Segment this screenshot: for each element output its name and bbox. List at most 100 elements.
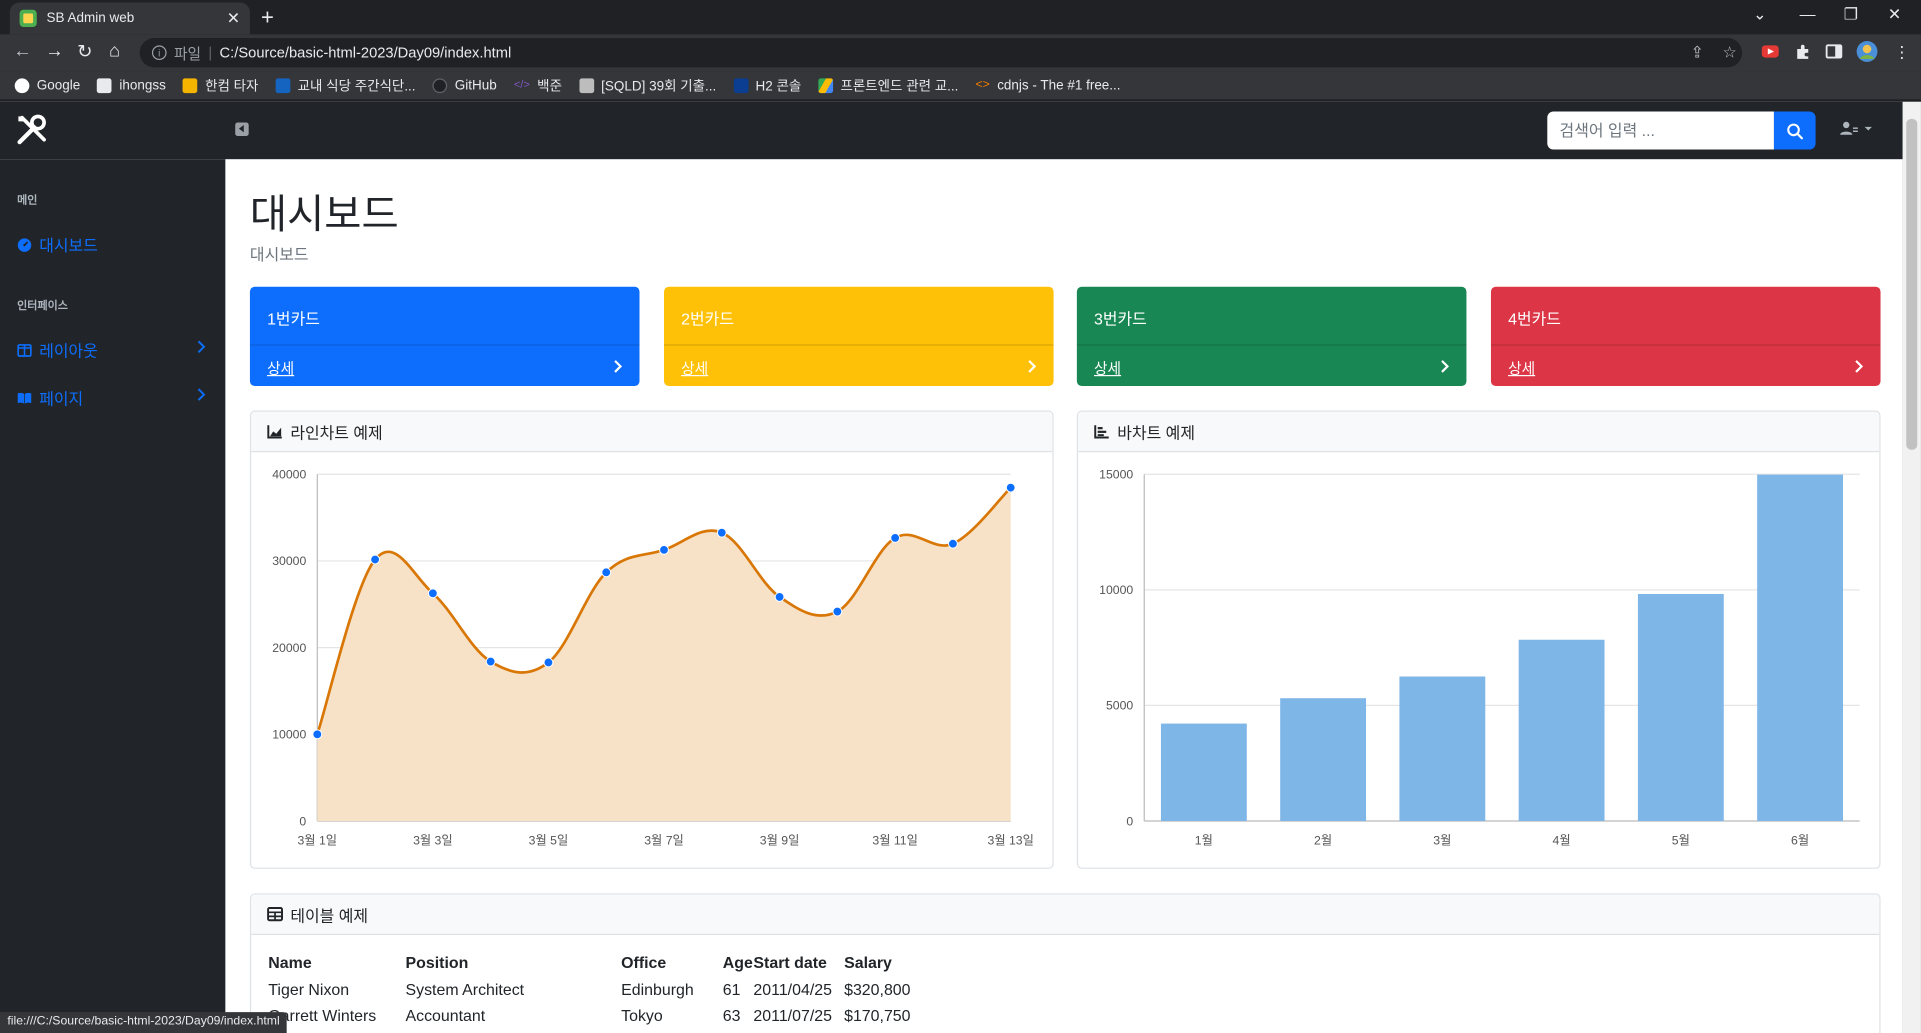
bookmark-star-icon[interactable]: ☆: [1722, 42, 1737, 62]
chevron-right-icon[interactable]: [1439, 359, 1450, 374]
search-input[interactable]: [1547, 111, 1774, 150]
bookmark-google[interactable]: Google: [14, 77, 80, 93]
tools-brand-icon[interactable]: [15, 113, 49, 147]
cell-position: System Architect: [405, 980, 525, 999]
back-icon[interactable]: ←: [13, 40, 32, 62]
bookmark-cafeteria[interactable]: 교내 식당 주간식단...: [275, 75, 416, 95]
sidebar-item-dashboard[interactable]: 대시보드: [17, 233, 211, 256]
card-2: 2번카드 상세: [664, 286, 1054, 387]
page-scrollbar[interactable]: [1902, 101, 1921, 1033]
bar[interactable]: [1399, 676, 1486, 822]
profile-avatar-icon[interactable]: [1856, 40, 1878, 62]
forward-icon[interactable]: →: [45, 40, 64, 62]
sidebar-item-pages[interactable]: 페이지: [17, 386, 211, 409]
data-point[interactable]: [832, 606, 843, 617]
column-header-salary[interactable]: Salary: [844, 953, 892, 972]
column-header-age[interactable]: Age: [722, 953, 753, 972]
card-detail-link[interactable]: 상세: [1508, 360, 1536, 378]
line-chart: 0 10000 20000 30000 40000 3월 1일 3월 3일 3월 5일 3월 …: [272, 468, 1034, 848]
data-point[interactable]: [312, 729, 323, 740]
window-close-icon[interactable]: ✕: [1887, 4, 1902, 24]
card-detail-link[interactable]: 상세: [267, 360, 295, 378]
card-detail-link[interactable]: 상세: [681, 360, 709, 378]
card-footer: 상세: [664, 344, 1054, 386]
data-point[interactable]: [601, 567, 612, 578]
column-header-office[interactable]: Office: [621, 953, 667, 972]
data-point[interactable]: [716, 527, 727, 538]
address-bar[interactable]: i 파일 | C:/Source/basic-html-2023/Day09/i…: [139, 37, 1743, 68]
bar[interactable]: [1637, 593, 1724, 822]
x-tick-label: 1월: [1195, 833, 1213, 847]
caret-down-icon: [1864, 126, 1872, 131]
card-detail-link[interactable]: 상세: [1094, 360, 1122, 378]
share-icon[interactable]: ⇪: [1690, 42, 1704, 62]
site-info-icon[interactable]: i: [151, 45, 167, 61]
tab-close-icon[interactable]: ✕: [226, 8, 241, 27]
data-point[interactable]: [948, 538, 958, 549]
url-text[interactable]: C:/Source/basic-html-2023/Day09/index.ht…: [219, 44, 512, 62]
chevron-right-icon[interactable]: [1027, 359, 1037, 374]
bar[interactable]: [1280, 698, 1367, 822]
sidebar: 메인 대시보드 인터페이스 레이아웃 페이지: [0, 159, 226, 1033]
x-tick-label: 2월: [1314, 833, 1332, 847]
tab-search-icon[interactable]: ⌄: [1753, 4, 1767, 24]
chevron-right-icon[interactable]: [1854, 359, 1864, 374]
bar[interactable]: [1160, 723, 1247, 822]
data-point[interactable]: [485, 656, 496, 667]
browser-menu-icon[interactable]: ⋮: [1894, 42, 1910, 62]
column-header-name[interactable]: Name: [268, 953, 312, 972]
x-tick-label: 3월 1일: [298, 833, 338, 847]
table-icon: [267, 907, 283, 922]
chevron-right-icon[interactable]: [613, 359, 623, 374]
extensions-icon[interactable]: [1794, 43, 1811, 60]
bar[interactable]: [1518, 639, 1605, 822]
bookmark-h2[interactable]: H2 콘솔: [733, 75, 801, 95]
table-header-row: Name Position Office Age Start date Sala…: [268, 953, 930, 978]
scrollbar-thumb[interactable]: [1906, 118, 1918, 450]
browser-tab[interactable]: SB Admin web ✕: [9, 2, 250, 35]
card-1: 1번카드 상세: [249, 286, 640, 387]
data-point[interactable]: [427, 588, 438, 599]
bookmark-sqld[interactable]: [SQLD] 39회 기출...: [579, 75, 716, 95]
data-point[interactable]: [659, 544, 669, 555]
bookmark-cdnjs[interactable]: <> cdnjs - The #1 free...: [975, 77, 1121, 93]
side-panel-icon[interactable]: [1825, 43, 1843, 60]
sidebar-heading-main: 메인: [17, 193, 38, 206]
column-header-start-date[interactable]: Start date: [753, 953, 827, 972]
data-point[interactable]: [370, 554, 380, 565]
bookmark-ihongss[interactable]: ihongss: [97, 77, 166, 93]
data-point[interactable]: [774, 592, 785, 602]
x-tick-label: 6월: [1791, 833, 1809, 847]
x-tick-label: 4월: [1553, 833, 1571, 847]
cell-name: Garrett Winters: [268, 1006, 377, 1025]
sidebar-toggle-icon[interactable]: [235, 122, 249, 137]
bookmark-typing[interactable]: 한컴 타자: [183, 75, 258, 95]
bookmark-baekjoon[interactable]: </> 백준: [513, 77, 562, 94]
x-tick-label: 3월 13일: [988, 833, 1034, 847]
gauge-icon: [17, 237, 32, 252]
new-tab-button[interactable]: +: [260, 4, 274, 30]
google-icon: [14, 77, 30, 93]
data-point[interactable]: [890, 533, 901, 543]
minimize-icon[interactable]: —: [1799, 4, 1816, 24]
bookmark-frontend[interactable]: 프론트엔드 관련 교...: [818, 75, 958, 95]
sidebar-item-layout[interactable]: 레이아웃: [17, 338, 211, 361]
cdnjs-icon: <>: [975, 77, 990, 92]
x-tick-label: 3월 9일: [760, 833, 800, 847]
card-3: 3번카드 상세: [1076, 286, 1467, 387]
search-form: [1547, 111, 1816, 150]
bar[interactable]: [1757, 474, 1844, 822]
browser-toolbar: ← → ↻ ⌂ i 파일 | C:/Source/basic-html-2023…: [0, 34, 1921, 72]
bookmark-github[interactable]: GitHub: [432, 77, 497, 93]
x-tick-label: 3월 11일: [872, 833, 917, 847]
user-dropdown[interactable]: [1840, 121, 1873, 136]
chevron-right-icon: [197, 388, 206, 401]
column-header-position[interactable]: Position: [405, 953, 469, 972]
reload-icon[interactable]: ↻: [77, 41, 93, 63]
restore-icon[interactable]: ❐: [1843, 4, 1859, 24]
home-icon[interactable]: ⌂: [109, 40, 121, 62]
youtube-extension-icon[interactable]: [1761, 43, 1779, 60]
search-button[interactable]: [1773, 111, 1816, 150]
data-point[interactable]: [1005, 482, 1016, 493]
data-point[interactable]: [543, 657, 554, 668]
